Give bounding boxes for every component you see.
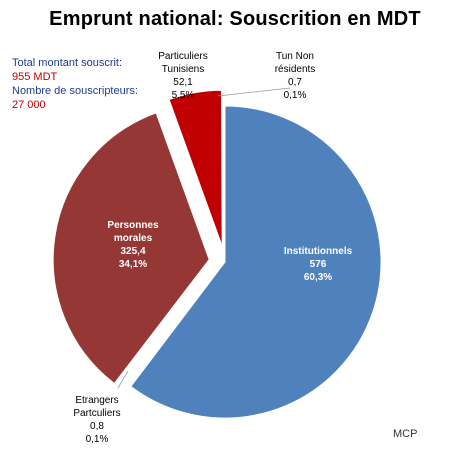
pie-slice-institutionnels [130,105,382,419]
summary-box: Total montant souscrit: 955 MDT Nombre d… [12,56,138,112]
slice-label-tun-non-residents: Tun Non résidents 0,7 0,1% [275,51,316,101]
slice-label-personnes-morales: Personnes morales 325,4 34,1% [107,220,159,270]
slice-label-etrangers-particuliers: Etrangers Partculiers 0,8 0,1% [73,395,120,445]
slice-label-institutionnels: Institutionnels 576 60,3% [284,246,353,283]
subscribers-label: Nombre de souscripteurs: [12,85,138,97]
total-amount-label: Total montant souscrit: [12,57,123,69]
pie-slice-personnes-morales [52,112,210,385]
chart-title: Emprunt national: Souscrition en MDT [49,8,421,30]
pie-slice-particuliers-tunisiens [168,89,223,247]
pie-slice-etrangers-particuliers [119,274,216,400]
total-amount-value: 955 MDT [12,71,58,83]
subscribers-value: 27 000 [12,99,46,111]
pie-slice-tun-non-residents [223,105,226,263]
source-label: MCP [393,428,418,440]
slice-label-particuliers-tunisiens: Particuliers Tunisiens 52,1 5,5% [158,51,207,101]
leader-line-tun-non-residents [217,87,291,97]
leader-line-etrangers-particuliers [117,370,129,389]
